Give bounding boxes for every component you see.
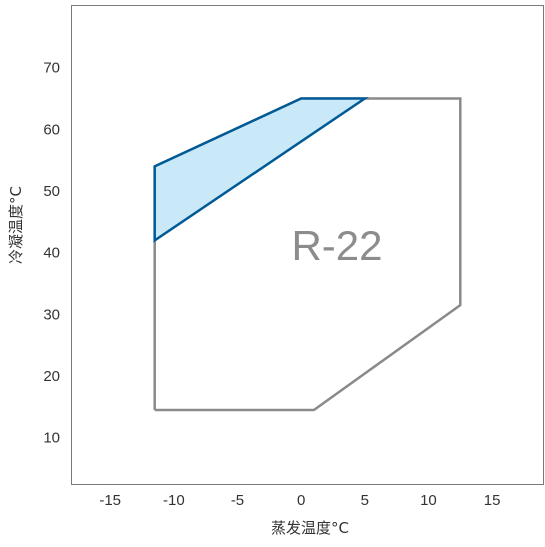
refrigerant-label: R-22 [291,222,382,269]
y-tick-label: 10 [43,430,60,447]
y-tick-label: 40 [43,245,60,262]
y-axis-label: 冷凝温度°C [7,186,25,264]
plot-frame [71,5,544,485]
highlighted-region [153,97,369,243]
x-tick-label: 10 [420,492,437,509]
y-tick-labels: 10 20 30 40 50 60 70 [43,60,60,447]
x-tick-label: 15 [484,492,501,509]
x-tick-label: -5 [231,492,244,509]
x-axis-label: 蒸发温度°C [271,519,349,537]
x-tick-label: 5 [361,492,369,509]
y-tick-label: 60 [43,121,60,138]
x-tick-label: -10 [163,492,185,509]
x-tick-label: 0 [297,492,305,509]
x-tick-label: -15 [99,492,121,509]
y-tick-label: 50 [43,183,60,200]
y-tick-label: 30 [43,306,60,323]
y-tick-label: 70 [43,60,60,77]
y-tick-label: 20 [43,368,60,385]
series-layer [153,97,462,412]
x-tick-labels: -15 -10 -5 0 5 10 15 [99,492,500,509]
